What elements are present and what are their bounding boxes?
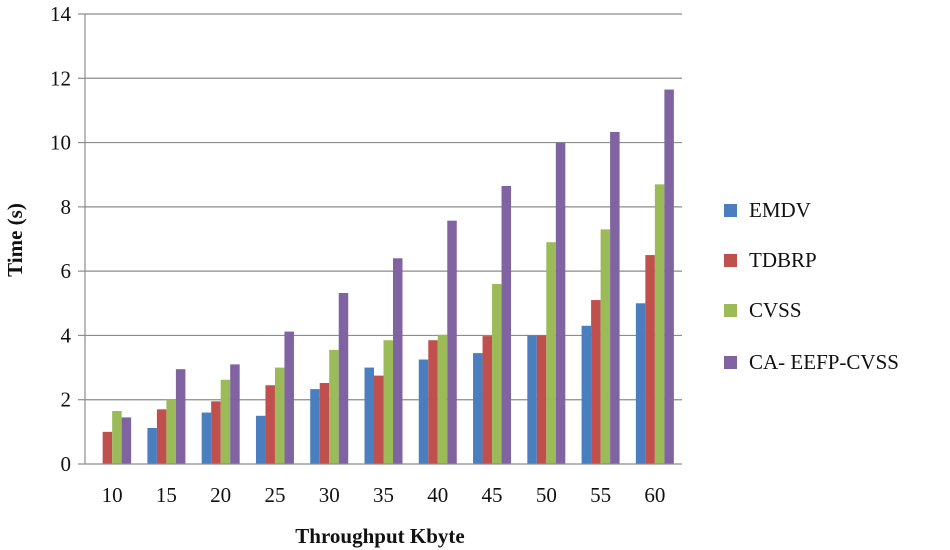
bar-emdv-30 [310, 389, 320, 464]
y-tick-label: 6 [61, 259, 72, 283]
x-tick-label: 55 [590, 483, 611, 507]
x-axis-title: Throughput Kbyte [295, 524, 464, 548]
bar-tdbrp-30 [319, 383, 330, 464]
y-tick-label: 4 [61, 323, 72, 347]
bar-emdv-15 [147, 428, 157, 464]
bar-ca-eefp-cvss-25 [284, 331, 294, 464]
bar-cvss-40 [437, 334, 448, 464]
x-tick-label: 35 [373, 483, 394, 507]
bar-cvss-60 [654, 184, 665, 464]
bar-ca-eefp-cvss-15 [175, 369, 186, 464]
x-tick-label: 10 [102, 483, 123, 507]
bar-emdv-55 [581, 325, 592, 464]
legend-swatch [724, 303, 737, 317]
legend-item: CA- EEFP-CVSS [724, 348, 899, 376]
bar-cvss-55 [600, 229, 611, 464]
x-tick-label: 20 [210, 483, 231, 507]
y-axis-title: Time (s) [3, 203, 27, 277]
bar-tdbrp-25 [265, 385, 275, 464]
bar-tdbrp-35 [374, 375, 384, 464]
legend-label: CA- EEFP-CVSS [749, 349, 899, 374]
bar-ca-eefp-cvss-55 [610, 131, 620, 464]
bar-tdbrp-15 [156, 409, 167, 464]
bar-emdv-40 [418, 359, 429, 464]
x-tick-label: 50 [536, 483, 557, 507]
y-tick-label: 2 [61, 388, 72, 412]
bar-ca-eefp-cvss-30 [338, 293, 349, 464]
x-tick-label: 15 [156, 483, 177, 507]
legend-swatch [724, 355, 737, 369]
legend-swatch [724, 253, 737, 267]
bar-tdbrp-40 [428, 340, 438, 464]
legend-swatch [724, 203, 737, 217]
bar-cvss-30 [329, 349, 339, 464]
bar-cvss-15 [166, 399, 176, 464]
bar-emdv-35 [364, 367, 374, 464]
gridlines [85, 13, 682, 401]
x-tick-label: 40 [427, 483, 448, 507]
bar-cvss-20 [220, 379, 231, 464]
bar-tdbrp-10 [102, 431, 113, 464]
y-tick-label: 10 [50, 131, 71, 155]
bar-ca-eefp-cvss-45 [501, 185, 512, 464]
bar-tdbrp-20 [211, 401, 221, 464]
bar-ca-eefp-cvss-40 [447, 220, 457, 464]
bar-ca-eefp-cvss-60 [664, 89, 674, 465]
bar-emdv-20 [201, 412, 212, 464]
y-tick-label: 8 [61, 195, 72, 219]
y-tick-label: 0 [61, 452, 72, 476]
bar-ca-eefp-cvss-50 [555, 142, 566, 465]
bar-cvss-35 [383, 340, 393, 464]
x-tick-label: 60 [644, 483, 665, 507]
x-tick-label: 45 [482, 483, 503, 507]
legend-label: TDBRP [749, 247, 817, 272]
bar-emdv-50 [527, 335, 537, 464]
bar-emdv-60 [635, 303, 646, 464]
bars [102, 89, 674, 465]
bar-tdbrp-50 [536, 335, 547, 464]
bar-ca-eefp-cvss-10 [121, 417, 132, 464]
bar-cvss-10 [112, 410, 122, 464]
legend-item: CVSS [724, 296, 802, 324]
axes [78, 13, 682, 465]
bar-ca-eefp-cvss-20 [230, 364, 240, 464]
bar-tdbrp-45 [482, 336, 493, 464]
legend-item: TDBRP [724, 246, 817, 274]
bar-cvss-45 [492, 284, 502, 464]
bar-emdv-25 [255, 415, 266, 464]
legend-label: EMDV [749, 197, 811, 222]
bar-cvss-25 [274, 367, 285, 464]
legend-item: EMDV [724, 196, 811, 224]
bar-cvss-50 [546, 242, 556, 464]
x-tick-label: 25 [264, 483, 285, 507]
y-tick-label: 14 [50, 2, 72, 26]
bar-ca-eefp-cvss-35 [393, 258, 403, 464]
bar-tdbrp-55 [591, 300, 601, 464]
legend-label: CVSS [749, 297, 802, 322]
tick-labels: 0 2 4 6 8 10 12 14 10 15 20 25 30 35 40 45 50 55 60 [50, 2, 665, 507]
bar-emdv-45 [473, 353, 483, 464]
bar-tdbrp-60 [645, 255, 655, 464]
y-tick-label: 12 [50, 66, 71, 90]
x-tick-label: 30 [319, 483, 340, 507]
